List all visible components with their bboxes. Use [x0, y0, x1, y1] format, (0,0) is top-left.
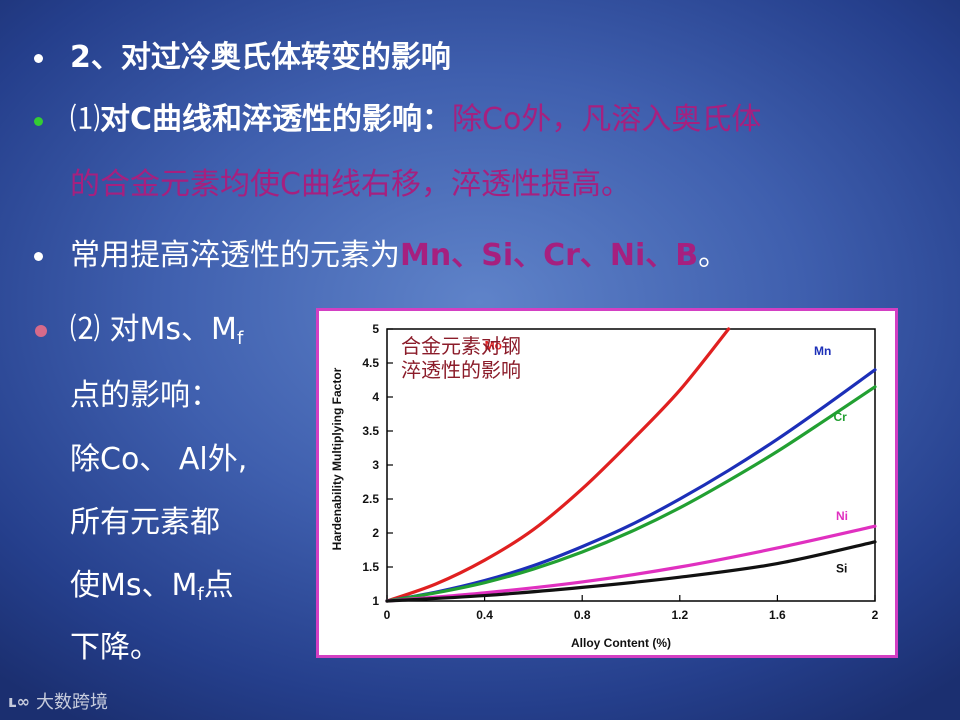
y-tick-label: 3	[372, 458, 379, 472]
ms-mf-line-5: 使Ms、Mf点	[70, 566, 234, 615]
ms-mf-line-3: 除Co、 Al外,	[70, 442, 248, 477]
y-tick-label: 2	[372, 526, 379, 540]
common-elements-line: 常用提高淬透性的元素为Mn、Si、Cr、Ni、B。	[70, 236, 728, 276]
subscript-f-2: f	[197, 584, 204, 605]
ms-mf-text-1: ⑵ 对Ms、M	[70, 312, 237, 347]
ms-mf-line-6: 下降。	[70, 630, 160, 665]
series-line-cr	[385, 385, 877, 603]
c-curve-body-1: 除Co外，凡溶入奥氏体	[452, 102, 762, 137]
item-number-1: ⑴	[70, 102, 100, 137]
x-tick-label: 0.8	[574, 608, 591, 622]
x-tick-label: 1.2	[671, 608, 688, 622]
watermark-logo-icon: ʟ∞	[8, 691, 30, 711]
y-tick-label: 4.5	[362, 356, 379, 370]
y-tick-label: 5	[372, 322, 379, 336]
bullet-2	[34, 117, 43, 126]
common-elements-text: 常用提高淬透性的元素为	[70, 238, 400, 273]
ms-mf-line-2: 点的影响：	[70, 378, 220, 413]
series-line-si	[385, 540, 877, 603]
period: 。	[698, 238, 729, 273]
ms-mf-line-4: 所有元素都	[70, 505, 220, 540]
y-tick-label: 1	[372, 594, 379, 608]
x-tick-label: 1.6	[769, 608, 786, 622]
series-label-mn: Mn	[814, 344, 831, 358]
series-line-mo	[385, 327, 731, 603]
x-tick-label: 2	[872, 608, 879, 622]
watermark-text: 大数跨境	[35, 692, 108, 713]
c-curve-paragraph: ⑴对C曲线和淬透性的影响：除Co外，凡溶入奥氏体	[70, 100, 761, 140]
ms-mf-line-1: ⑵ 对Ms、Mf	[70, 310, 243, 359]
bullet-4	[35, 325, 47, 337]
c-curve-body-2: 的合金元素均使C曲线右移，淬透性提高。	[70, 167, 631, 202]
ms-mf-text-5b: 点	[203, 568, 234, 603]
c-curve-heading: 对C曲线和淬透性的影响：	[100, 102, 453, 137]
heading-text: 2、对过冷奥氏体转变的影响	[70, 40, 451, 75]
x-axis-label: Alloy Content (%)	[571, 636, 671, 650]
y-tick-label: 1.5	[362, 560, 379, 574]
chart-svg: 0 0.4 0.8 1.2 1.6 2 1 1.5 2 2.5 3 3.5 4 4.5 5 Mo Mn Cr Ni…	[330, 322, 879, 650]
series-label-mo: Mo	[485, 338, 502, 352]
series-line-mn	[385, 368, 877, 603]
series-label-ni: Ni	[836, 509, 848, 523]
y-axis-label: Hardenability Multiplying Factor	[330, 367, 344, 550]
subscript-f-1: f	[236, 328, 244, 349]
series-label-si: Si	[836, 561, 847, 575]
series-line-ni	[385, 524, 877, 603]
bullet-1	[34, 54, 43, 63]
x-tick-label: 0	[384, 608, 391, 622]
chart-annotation-line-1: 合金元素对钢	[401, 334, 521, 358]
bullet-3	[34, 252, 43, 261]
watermark: ʟ∞ 大数跨境	[8, 688, 108, 714]
element-list: Mn、Si、Cr、Ni、B	[400, 238, 699, 273]
y-tick-label: 2.5	[362, 492, 379, 506]
slide-heading: 2、对过冷奥氏体转变的影响	[70, 38, 451, 78]
chart-annotation-line-2: 淬透性的影响	[401, 358, 521, 382]
x-tick-label: 0.4	[476, 608, 493, 622]
ms-mf-text-5a: 使Ms、M	[70, 568, 198, 603]
y-tick-label: 3.5	[362, 424, 379, 438]
hardenability-chart: 0 0.4 0.8 1.2 1.6 2 1 1.5 2 2.5 3 3.5 4 4.5 5 Mo Mn Cr Ni…	[316, 308, 898, 658]
y-tick-label: 4	[372, 390, 379, 404]
series-label-cr: Cr	[834, 410, 848, 424]
